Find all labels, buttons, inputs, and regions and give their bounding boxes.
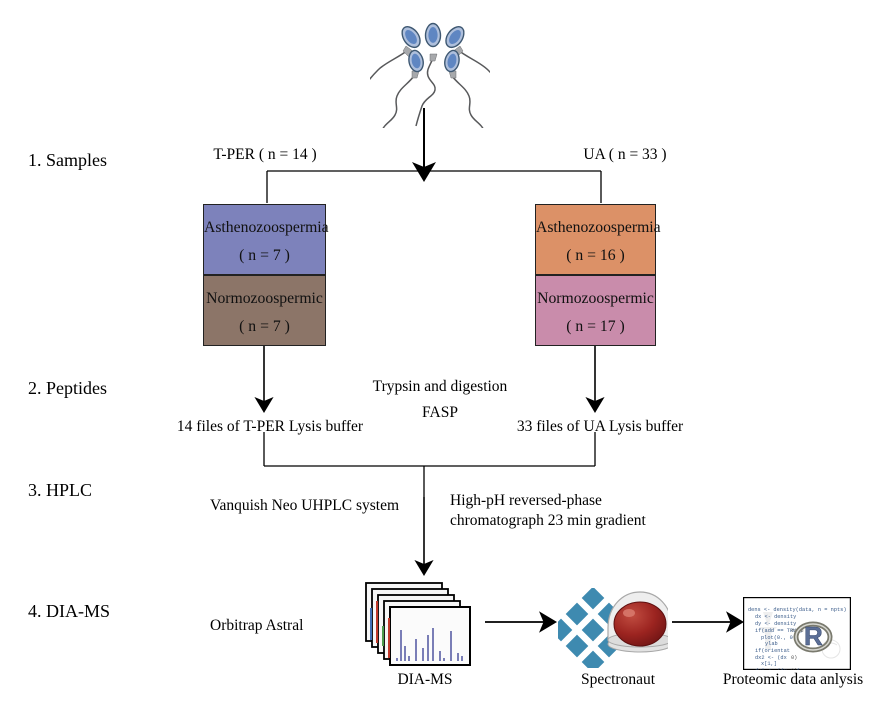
svg-text:if(orientat: if(orientat [755,648,790,654]
svg-text:dy <- density: dy <- density [755,621,796,627]
svg-text:dx <- density: dx <- density [755,614,796,620]
svg-text:0): 0) [791,668,797,670]
svg-text:R: R [804,621,823,651]
svg-text:0): 0) [791,655,797,661]
svg-text:ylab: ylab [765,641,778,647]
svg-text:rule: rule [791,628,804,634]
svg-text:dy2 <- (dx - d: dy2 <- (dx - d [755,668,800,670]
svg-text:x[1,]: x[1,] [761,661,777,667]
svg-text:if(add == TRUE): if(add == TRUE) [755,628,803,634]
svg-text:dens <- density(data, n = npts: dens <- density(data, n = npts) [748,607,847,613]
svg-text:dx2 <- (dx: dx2 <- (dx [755,655,787,661]
svg-text:plot(0., 0: plot(0., 0 [761,635,793,641]
